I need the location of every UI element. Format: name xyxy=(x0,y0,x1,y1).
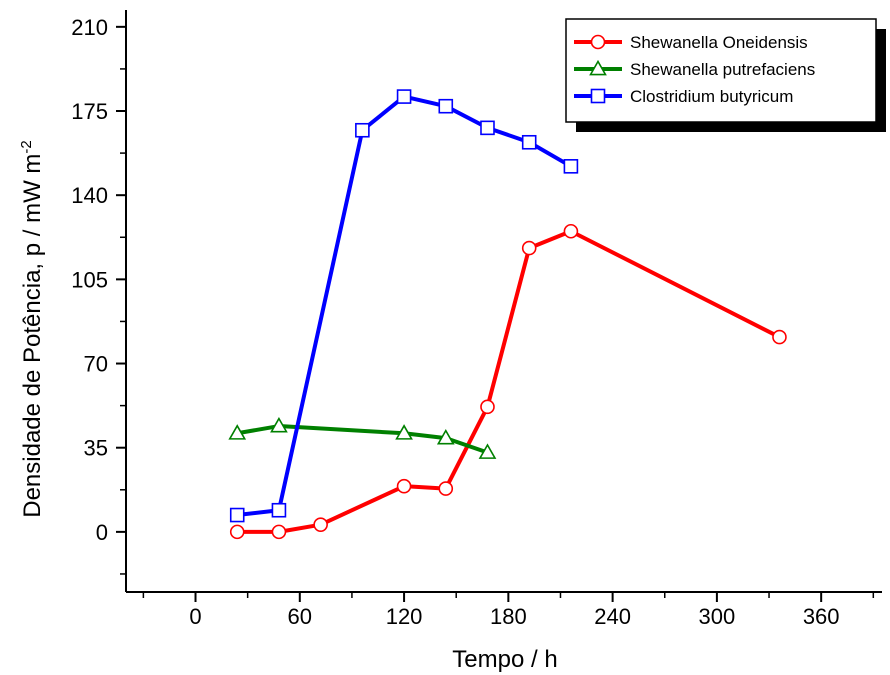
y-tick-label: 70 xyxy=(84,352,108,377)
data-point xyxy=(229,507,245,523)
legend-marker xyxy=(590,88,606,104)
data-point xyxy=(313,517,328,532)
y-axis-title-main: Densidade de Potência, p / mW m xyxy=(19,154,46,518)
axes: 0 60 120 180 240 300 360 0 35 70 105 140 175 210 xyxy=(71,10,882,629)
data-point xyxy=(271,502,287,518)
data-point xyxy=(271,524,287,540)
legend-marker xyxy=(590,34,606,50)
x-tick-label: 60 xyxy=(288,604,312,629)
y-tick-label: 210 xyxy=(71,15,108,40)
x-tick-label: 120 xyxy=(386,604,423,629)
legend-label: Shewanella putrefaciens xyxy=(630,60,815,79)
series-3 xyxy=(229,89,579,523)
data-point xyxy=(480,399,495,415)
data-point xyxy=(480,120,495,136)
legend: Shewanella Oneidensis Shewanella putrefac… xyxy=(565,18,886,132)
series-1 xyxy=(229,223,787,540)
x-tick-label: 240 xyxy=(594,604,631,629)
series-line xyxy=(236,94,572,518)
y-tick-label: 0 xyxy=(96,520,108,545)
data-point xyxy=(395,424,413,440)
y-axis-title-superscript: -2 xyxy=(18,140,35,153)
data-point xyxy=(438,98,454,114)
data-point xyxy=(396,89,412,104)
data-point xyxy=(228,424,247,440)
x-tick-label: 300 xyxy=(699,604,736,629)
series-line xyxy=(237,229,781,534)
x-tick-label: 360 xyxy=(803,604,840,629)
data-point xyxy=(355,122,370,138)
y-tick-label: 105 xyxy=(71,267,108,292)
data-point xyxy=(396,478,412,494)
data-point xyxy=(772,329,787,345)
data-point xyxy=(521,134,537,150)
data-point xyxy=(521,240,537,256)
data-point xyxy=(436,428,455,445)
y-tick-label: 35 xyxy=(84,436,108,461)
x-tick-label: 0 xyxy=(189,604,201,629)
data-point xyxy=(438,481,454,496)
plot-series xyxy=(228,89,787,540)
legend-label: Clostridium butyricum xyxy=(630,87,793,106)
series-2 xyxy=(228,416,497,459)
y-axis-title: Densidade de Potência, p / mW m-2 xyxy=(18,140,46,518)
y-tick-label: 175 xyxy=(71,99,108,124)
data-point xyxy=(229,524,245,540)
x-axis-title: Tempo / h xyxy=(452,646,557,673)
legend-label: Shewanella Oneidensis xyxy=(630,33,808,52)
data-point xyxy=(270,416,288,433)
y-tick-label: 140 xyxy=(71,183,108,208)
legend-marker xyxy=(589,59,607,76)
data-point xyxy=(563,223,579,239)
data-point xyxy=(563,159,579,174)
data-point xyxy=(478,443,497,459)
x-tick-label: 180 xyxy=(490,604,527,629)
